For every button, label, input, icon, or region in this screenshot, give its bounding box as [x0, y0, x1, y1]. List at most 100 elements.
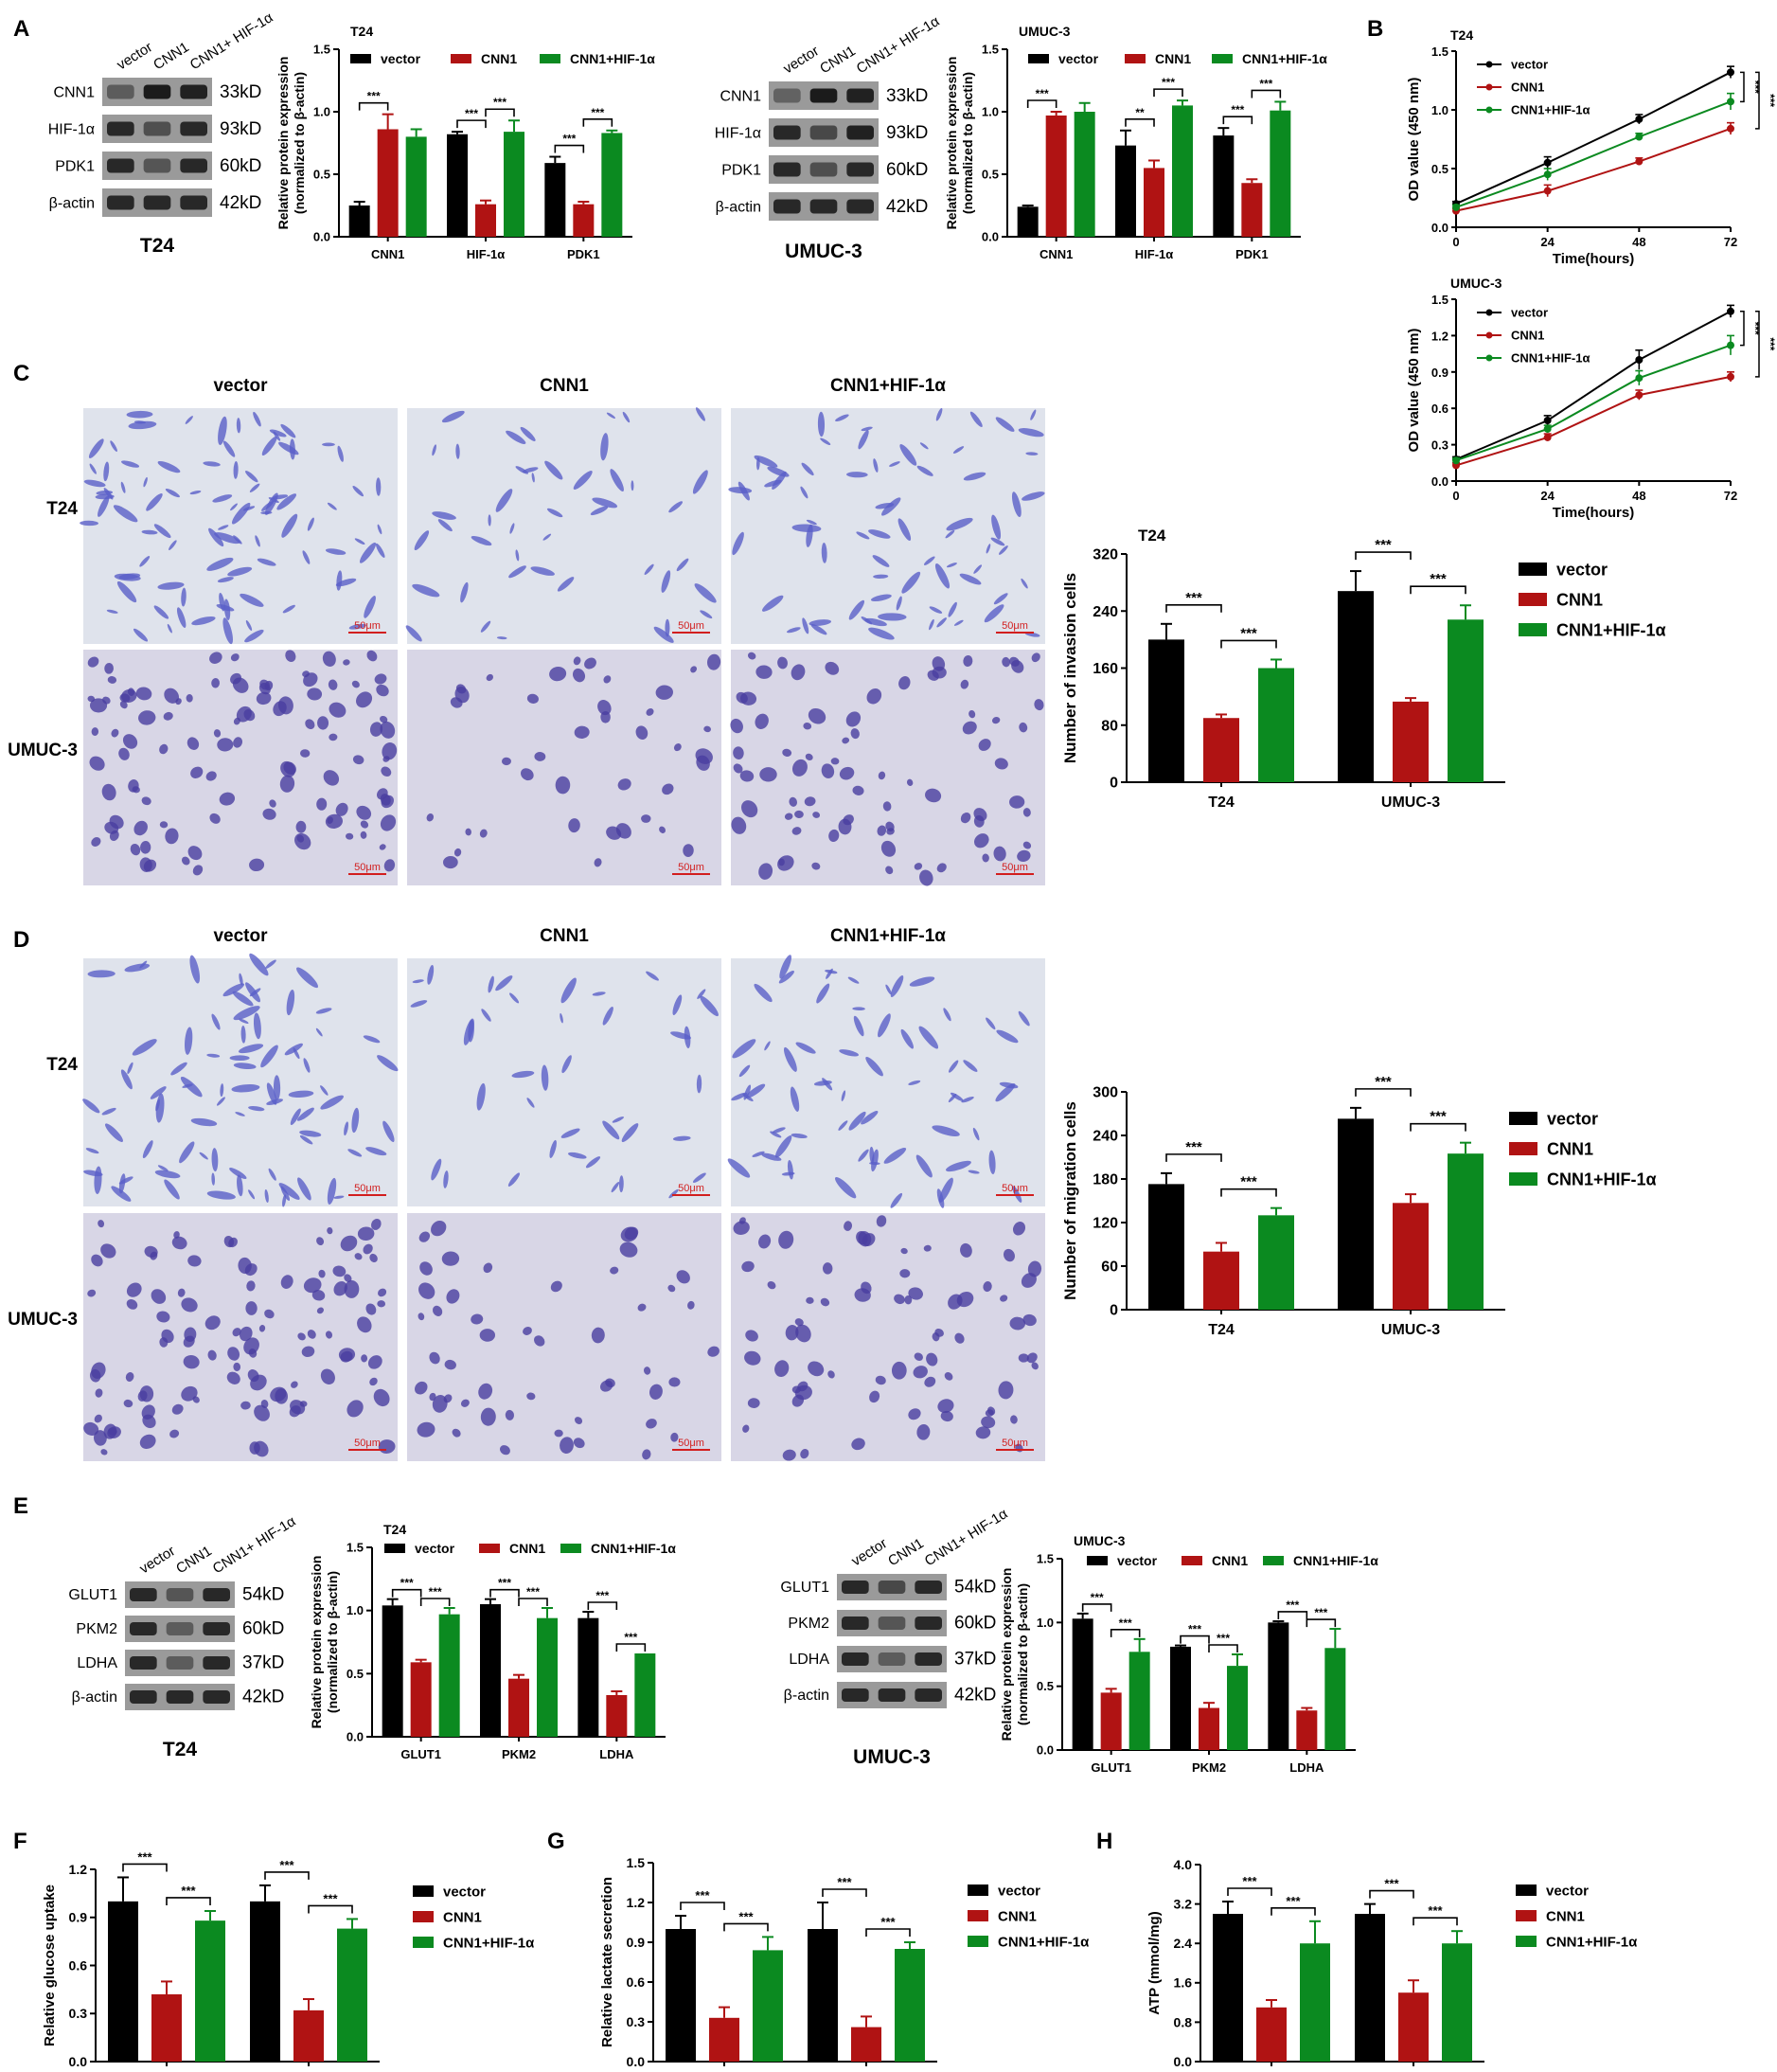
micrograph-tile [407, 408, 721, 644]
stained-cell [515, 549, 520, 562]
y-tick-label: 0.0 [982, 230, 999, 244]
stained-cell [736, 691, 748, 704]
stained-cell [143, 476, 148, 488]
significance-label: *** [1185, 1139, 1202, 1155]
stained-cell [808, 1361, 825, 1377]
stained-cell [495, 975, 513, 991]
stained-cell [700, 995, 719, 1017]
stained-cell [794, 810, 804, 819]
stained-cell [233, 717, 240, 725]
stained-cell [774, 1134, 792, 1158]
lane-label: vector [780, 43, 822, 77]
significance-label: *** [595, 1589, 609, 1602]
stained-cell [592, 497, 618, 509]
legend-swatch [1028, 54, 1049, 63]
stained-cell [568, 1152, 587, 1159]
stained-cell [239, 973, 243, 986]
stained-cell [253, 411, 261, 427]
significance-bracket [1306, 1618, 1337, 1628]
stained-cell [606, 826, 622, 840]
micrograph-tile [83, 408, 398, 644]
stained-cell [687, 1300, 695, 1310]
y-tick-label: 1.2 [69, 1862, 88, 1877]
stained-cell [914, 863, 923, 870]
stained-cell [249, 858, 265, 872]
blot-band [773, 88, 801, 103]
stained-cell [515, 466, 529, 474]
y-tick-label: 320 [1093, 547, 1118, 563]
stained-cell [950, 1092, 964, 1101]
stained-cell [861, 1281, 872, 1295]
protein-label: HIF-1α [715, 125, 761, 141]
stained-cell [731, 816, 747, 834]
bar-cnn1hif1 [895, 1949, 925, 2062]
legend-label: CNN1 [443, 1909, 482, 1925]
stained-cell [521, 768, 534, 781]
y-tick-label: 300 [1093, 1085, 1118, 1101]
stained-cell [414, 530, 430, 551]
stained-cell [377, 524, 382, 535]
x-tick-label: GLUT1 [1091, 1760, 1131, 1775]
legend-swatch [384, 1544, 405, 1553]
y-tick-label: 1.0 [982, 105, 999, 119]
x-tick-label: GLUT1 [400, 1747, 441, 1761]
stained-cell [668, 1377, 681, 1387]
stained-cell [546, 508, 563, 518]
stained-cell [557, 577, 575, 592]
stained-cell [852, 1007, 865, 1011]
stained-cell [119, 701, 128, 709]
stained-cell [673, 743, 682, 752]
significance-label: *** [1185, 590, 1202, 606]
blot-band [143, 84, 171, 99]
stained-cell [954, 1332, 965, 1344]
stained-cell [619, 1241, 638, 1258]
stained-cell [963, 472, 986, 481]
stained-cell [278, 441, 299, 455]
legend-label: vector [1511, 58, 1548, 72]
legend-label: CNN1 [1511, 80, 1544, 95]
chart-title: T24 [1450, 27, 1473, 43]
stained-cell [300, 749, 311, 758]
significance-bracket [1165, 1153, 1222, 1162]
significance-bracket [865, 1928, 911, 1937]
stained-cell [960, 679, 969, 689]
stained-cell [944, 1372, 953, 1381]
micrograph-row-label: UMUC-3 [8, 1310, 78, 1330]
stained-cell [169, 540, 177, 550]
stained-cell [268, 1168, 276, 1181]
stained-cell [868, 529, 891, 539]
stained-cell [177, 1288, 186, 1297]
stained-cell [875, 1375, 886, 1385]
significance-label: *** [1430, 571, 1447, 587]
stained-cell [273, 1075, 281, 1100]
stained-cell [574, 1417, 583, 1424]
stained-cell [206, 1190, 236, 1200]
bar-vector [578, 1617, 599, 1737]
stained-cell [610, 1266, 619, 1275]
stained-cell [471, 1313, 484, 1325]
stained-cell [878, 613, 907, 621]
stained-cell [182, 1083, 193, 1088]
y-tick-label: 0.0 [69, 2054, 88, 2069]
y-tick-label: 1.0 [1037, 1616, 1054, 1630]
legend-swatch [1516, 1936, 1537, 1947]
stained-cell [380, 721, 396, 739]
stained-cell [139, 556, 151, 567]
stained-cell [278, 696, 293, 715]
bar-cnn1 [573, 204, 595, 237]
bar-cnn1hif1 [1448, 619, 1484, 782]
blot-band [107, 158, 134, 173]
legend-swatch [451, 54, 471, 63]
bar-cnn1hif1 [1258, 668, 1294, 782]
stained-cell [333, 1281, 347, 1296]
stained-cell [278, 1183, 300, 1200]
stained-cell [139, 857, 152, 872]
stained-cell [889, 461, 900, 467]
stained-cell [786, 627, 801, 634]
stained-cell [443, 856, 458, 869]
significance-label: *** [1091, 1591, 1104, 1604]
chart-title: UMUC-3 [1019, 24, 1071, 39]
bar-vector [480, 1604, 501, 1737]
bar-cnn1hif1 [601, 133, 623, 237]
stained-cell [573, 656, 581, 666]
